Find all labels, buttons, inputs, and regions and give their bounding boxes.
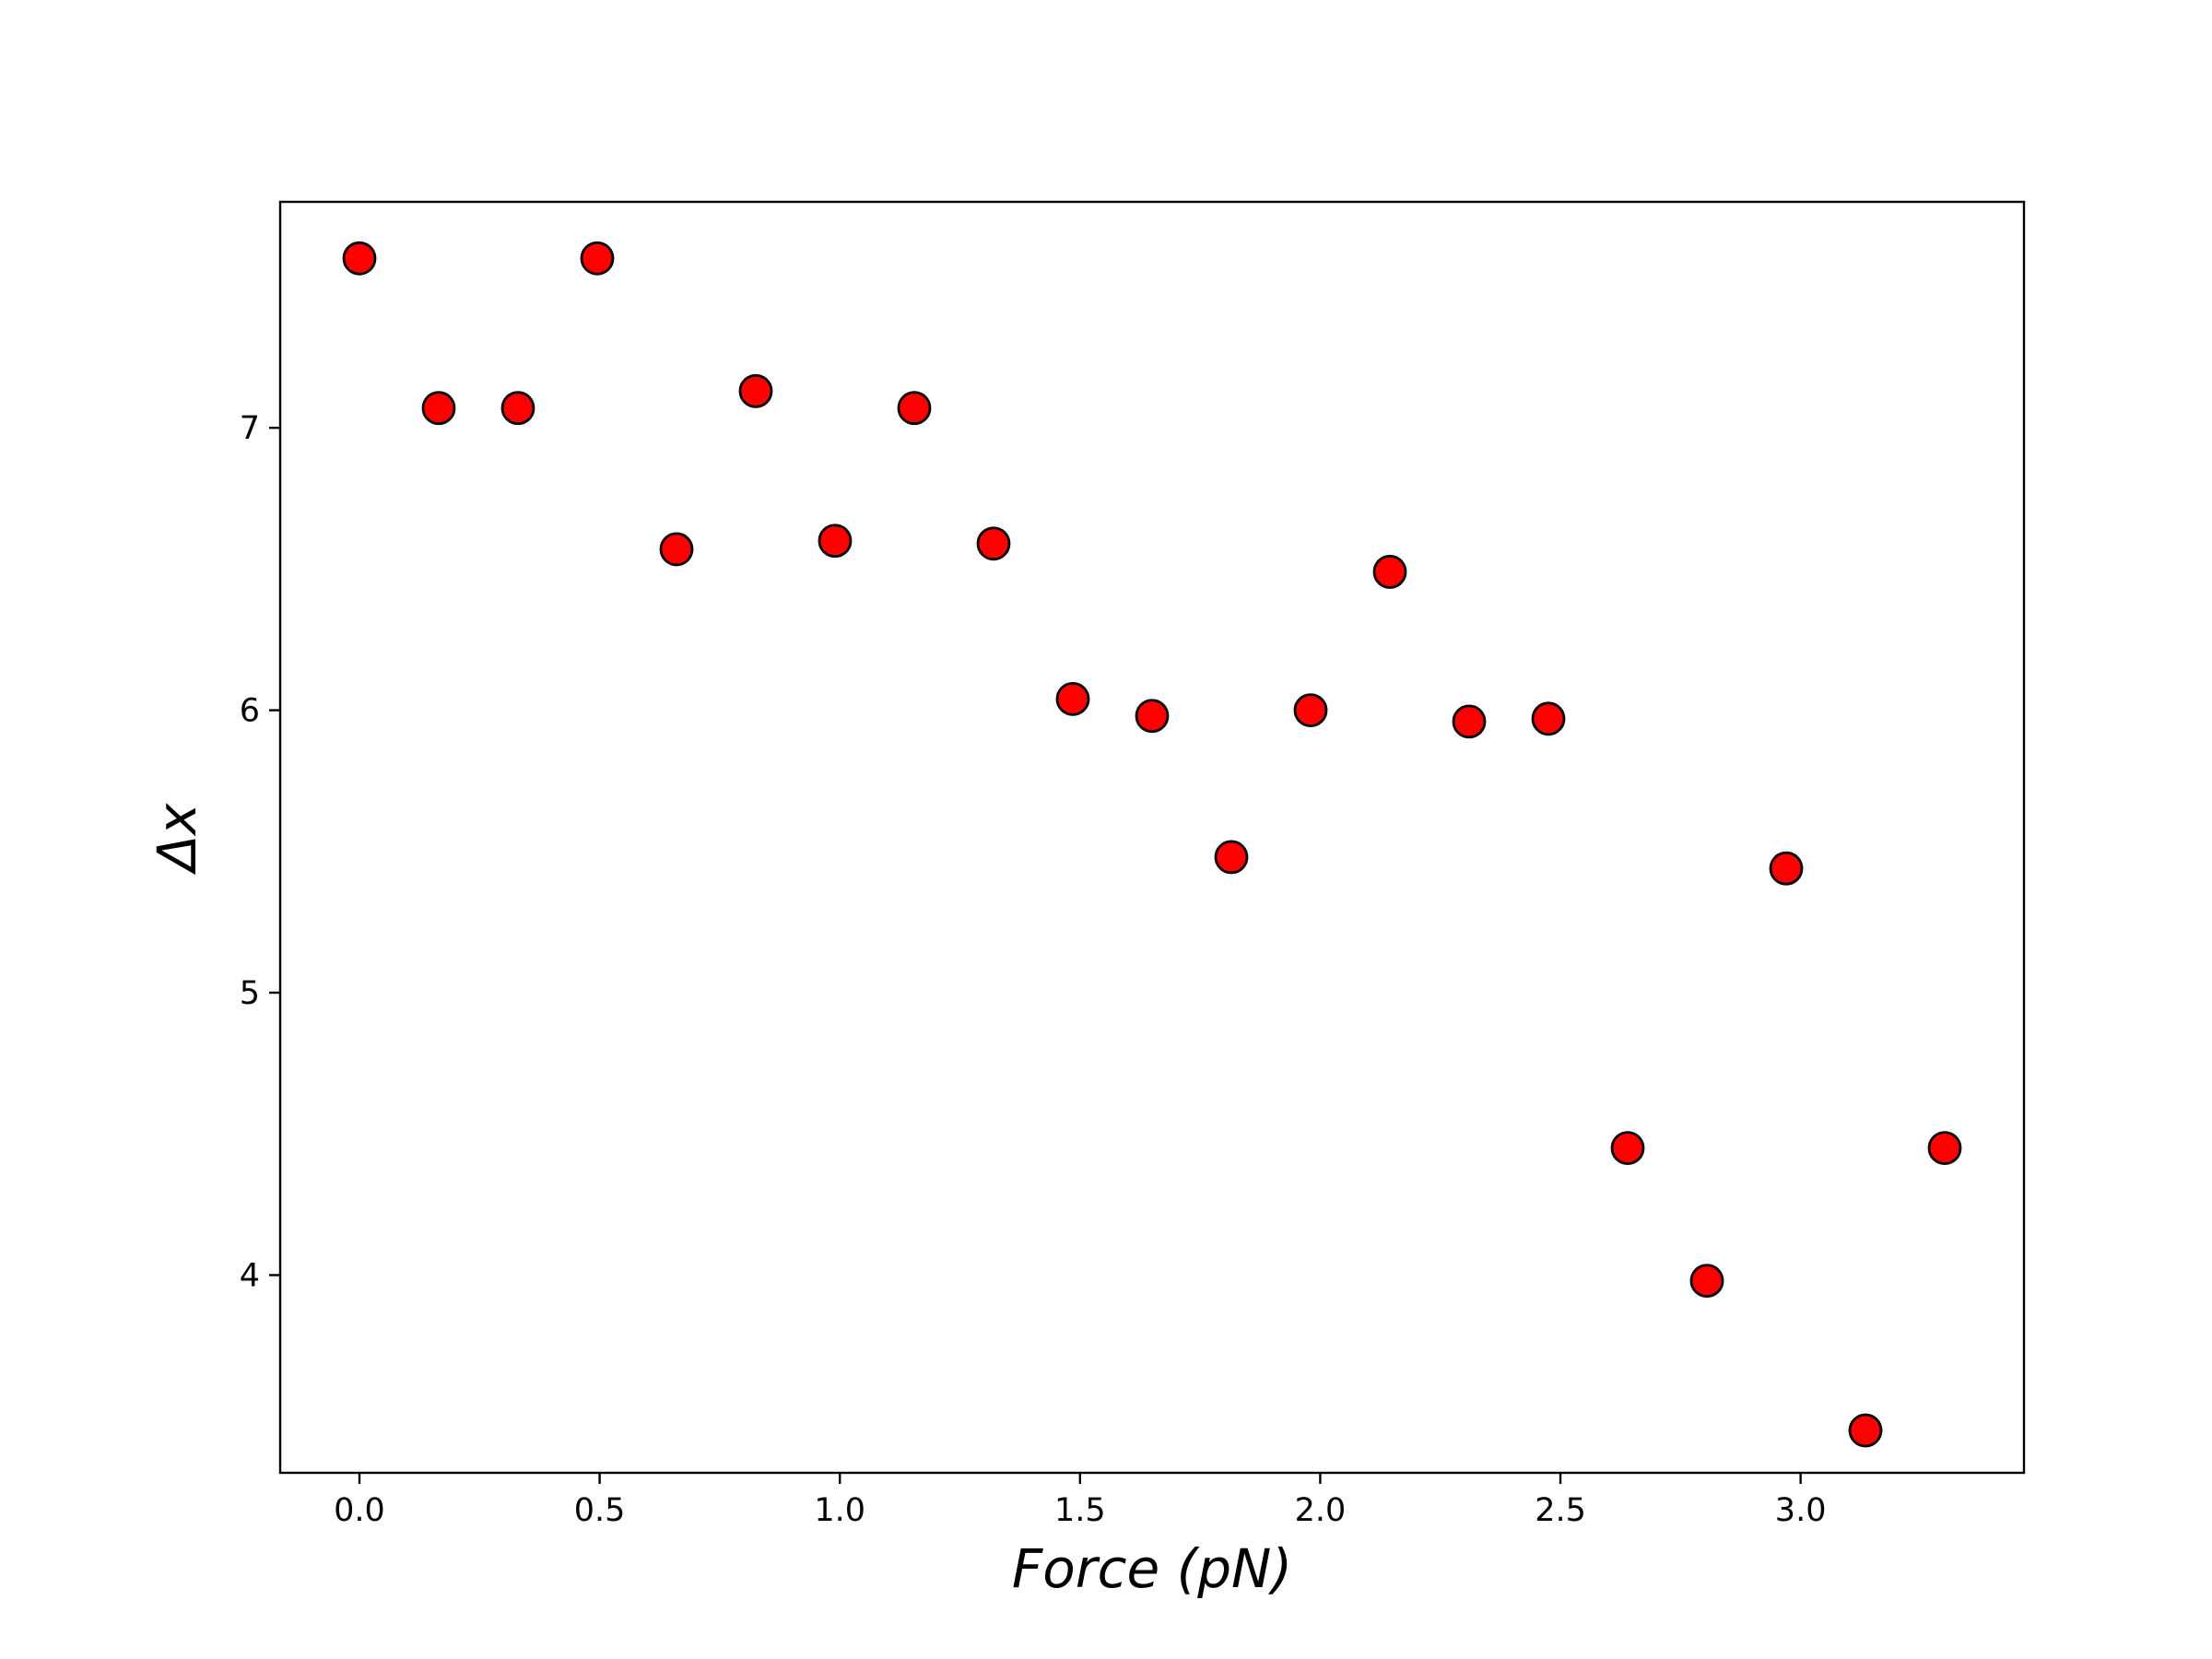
y-axis-label: Δx [146, 803, 208, 876]
y-tick-label: 6 [240, 693, 260, 730]
x-tick-label: 0.0 [334, 1492, 385, 1529]
data-point [342, 241, 377, 276]
data-point [1689, 1264, 1724, 1299]
data-point [818, 524, 853, 559]
plot-area: 0.0 0.5 1.0 1.5 2.0 2.5 3.0 4 5 6 7 [240, 200, 2026, 1529]
data-point [1848, 1413, 1883, 1448]
x-tick-label: 1.5 [1054, 1492, 1106, 1529]
x-tick-label: 0.5 [574, 1492, 626, 1529]
x-tick-label: 2.0 [1295, 1492, 1347, 1529]
data-point [1055, 681, 1090, 716]
data-point [580, 241, 615, 276]
data-point [500, 391, 535, 426]
x-tick-label: 3.0 [1775, 1492, 1827, 1529]
axes-frame [278, 200, 2026, 1475]
y-axis-ticks: 4 5 6 7 [240, 410, 280, 1294]
data-point [976, 526, 1011, 561]
data-point [897, 391, 932, 426]
data-point [1135, 699, 1170, 734]
data-point [421, 391, 456, 426]
data-point [1531, 701, 1566, 736]
y-tick-label: 4 [240, 1257, 260, 1294]
x-tick-label: 2.5 [1535, 1492, 1586, 1529]
data-point [1769, 851, 1804, 886]
x-axis-label: Force (pN) [1012, 1537, 1292, 1600]
data-point [659, 532, 694, 567]
data-point [738, 373, 773, 408]
data-point [1214, 840, 1249, 875]
data-point [1927, 1131, 1962, 1165]
data-point [1610, 1131, 1645, 1165]
data-point [1452, 704, 1487, 739]
x-tick-label: 1.0 [814, 1492, 865, 1529]
y-tick-label: 5 [240, 975, 260, 1012]
data-point [1293, 693, 1328, 727]
y-tick-label: 7 [240, 410, 260, 447]
x-axis-ticks: 0.0 0.5 1.0 1.5 2.0 2.5 3.0 [334, 1473, 1826, 1529]
data-points [342, 241, 1962, 1448]
data-point [1372, 555, 1407, 589]
